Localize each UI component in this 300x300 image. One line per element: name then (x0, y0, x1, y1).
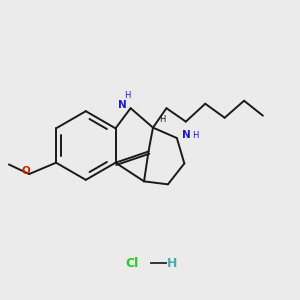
Text: N: N (118, 100, 127, 110)
Text: O: O (22, 166, 31, 176)
Text: H: H (124, 91, 131, 100)
Text: N: N (182, 130, 191, 140)
Text: H: H (167, 257, 178, 270)
Text: H: H (159, 115, 165, 124)
Text: H: H (192, 130, 199, 140)
Text: Cl: Cl (125, 257, 139, 270)
